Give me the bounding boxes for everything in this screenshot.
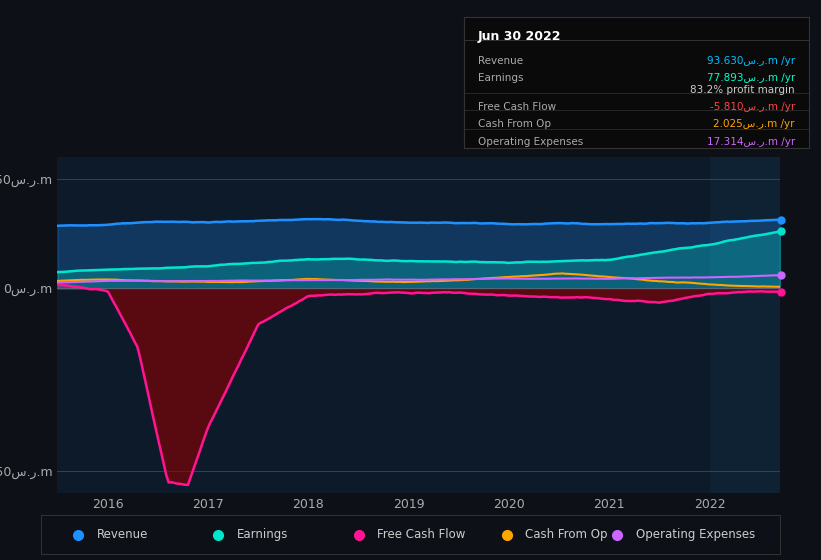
- Text: Revenue: Revenue: [97, 528, 148, 542]
- Text: Free Cash Flow: Free Cash Flow: [478, 102, 556, 113]
- Text: Jun 30 2022: Jun 30 2022: [478, 30, 562, 43]
- Text: Revenue: Revenue: [478, 57, 523, 66]
- Text: 83.2% profit margin: 83.2% profit margin: [690, 85, 795, 95]
- Text: Free Cash Flow: Free Cash Flow: [378, 528, 466, 542]
- Text: 93.630س.ر.m /yr: 93.630س.ر.m /yr: [707, 57, 795, 66]
- Text: 17.314س.ر.m /yr: 17.314س.ر.m /yr: [707, 137, 795, 147]
- Text: Earnings: Earnings: [237, 528, 288, 542]
- Text: Cash From Op: Cash From Op: [525, 528, 608, 542]
- Bar: [709, 157, 780, 493]
- Text: -5.810س.ر.m /yr: -5.810س.ر.m /yr: [709, 102, 795, 113]
- Text: 77.893س.ر.m /yr: 77.893س.ر.m /yr: [707, 73, 795, 83]
- Text: 2.025س.ر.m /yr: 2.025س.ر.m /yr: [713, 119, 795, 129]
- Text: Operating Expenses: Operating Expenses: [636, 528, 755, 542]
- Text: Cash From Op: Cash From Op: [478, 119, 551, 129]
- Text: Operating Expenses: Operating Expenses: [478, 137, 583, 147]
- Text: Earnings: Earnings: [478, 73, 523, 83]
